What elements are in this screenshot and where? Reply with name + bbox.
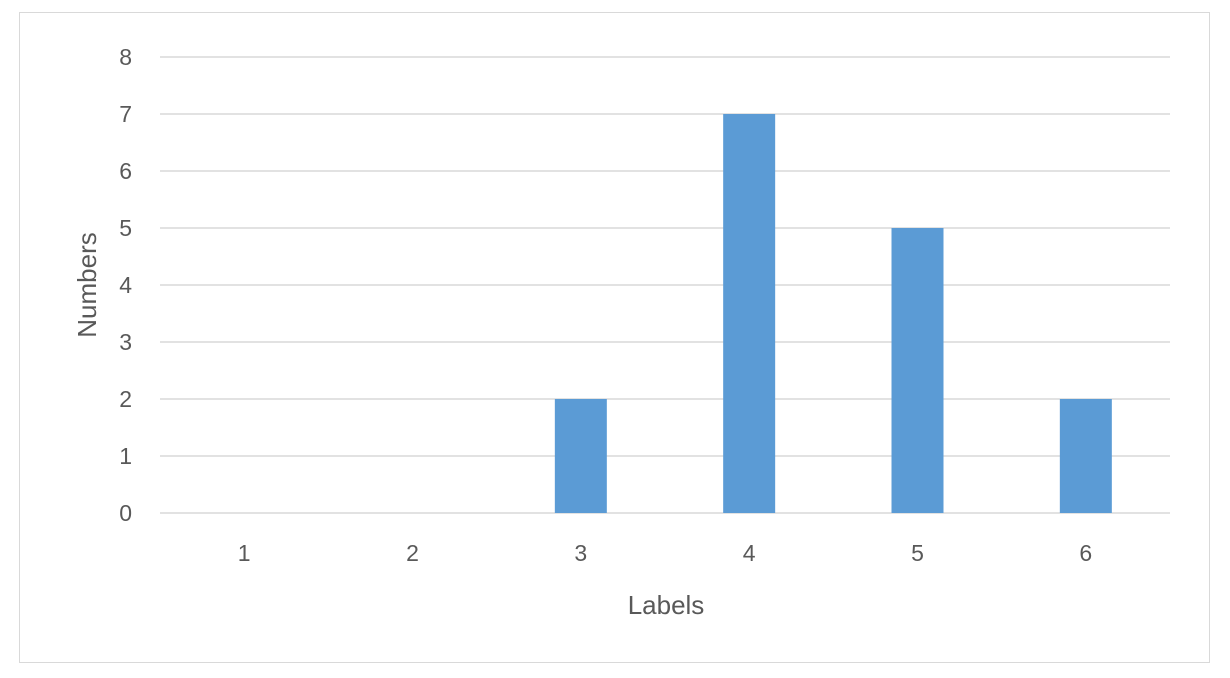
y-tick-label: 7 [119,101,132,127]
x-tick-label: 6 [1079,540,1092,566]
bar-6 [1059,399,1112,513]
y-tick-label: 8 [119,44,132,70]
y-axis-title: Numbers [72,232,102,337]
x-axis-title: Labels [628,590,705,620]
y-tick-label: 2 [119,386,132,412]
y-tick-label: 1 [119,443,132,469]
x-axis-ticks: 1 2 3 4 5 6 [238,540,1092,566]
y-tick-label: 3 [119,329,132,355]
bar-4 [723,114,776,513]
y-axis-ticks: 0 1 2 3 4 5 6 7 8 [119,44,132,526]
y-tick-label: 0 [119,500,132,526]
y-tick-label: 4 [119,272,132,298]
gridlines [160,56,1170,514]
y-tick-label: 6 [119,158,132,184]
x-tick-label: 2 [406,540,419,566]
bar-5 [891,228,944,513]
y-tick-label: 5 [119,215,132,241]
x-tick-label: 5 [911,540,924,566]
chart-frame [19,12,1210,663]
x-tick-label: 1 [238,540,251,566]
x-tick-label: 4 [743,540,756,566]
x-tick-label: 3 [574,540,587,566]
bars [554,114,1112,513]
bar-3 [554,399,607,513]
